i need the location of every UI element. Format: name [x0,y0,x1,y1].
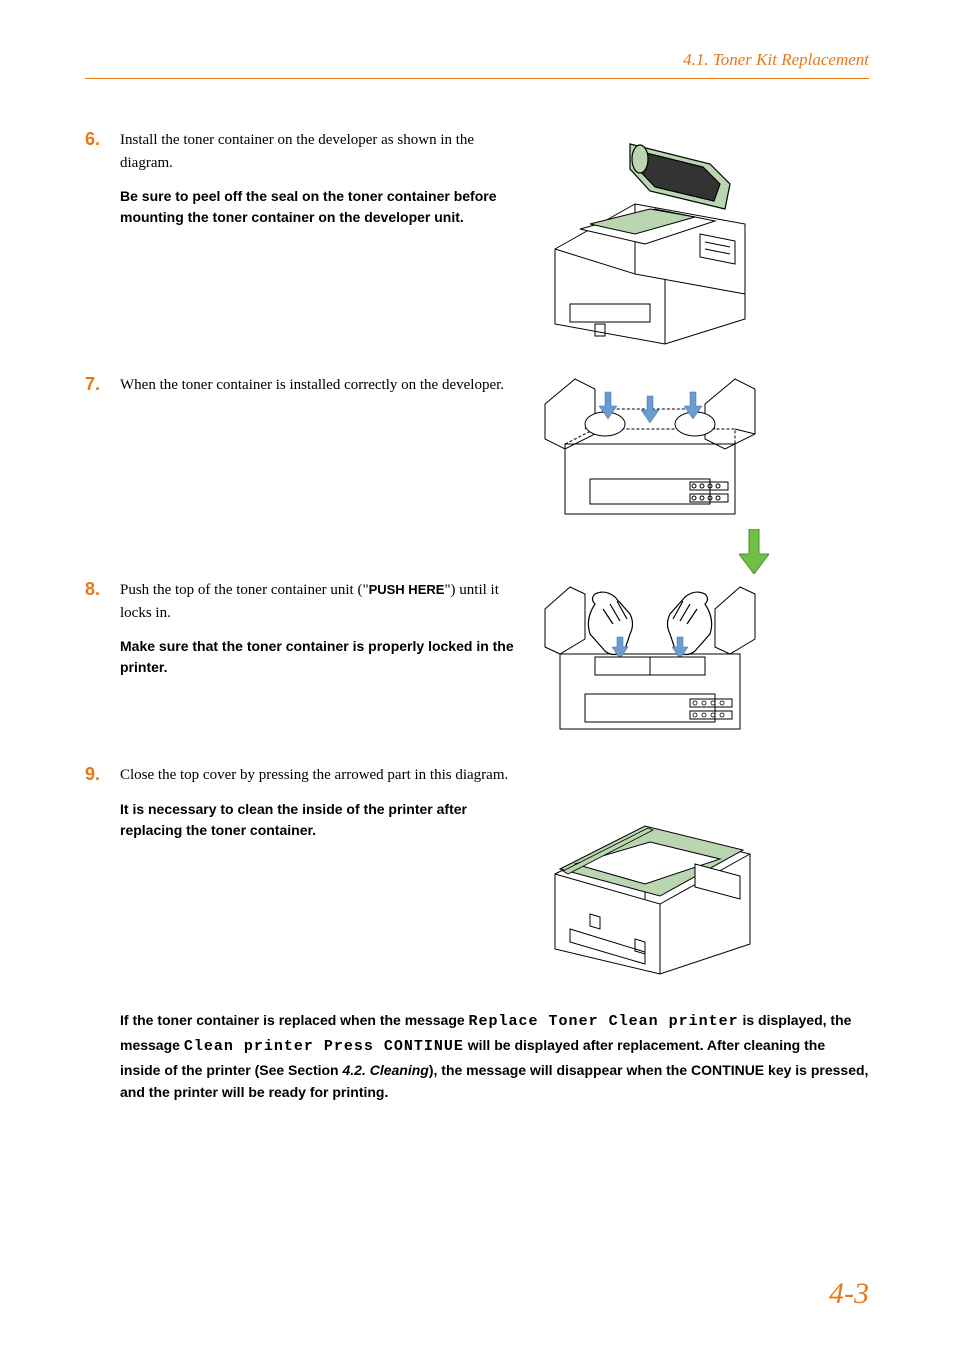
step-note: Be sure to peel off the seal on the tone… [120,186,520,228]
lcd-message: Replace Toner Clean printer [469,1013,739,1030]
lcd-message: Clean printer Press CONTINUE [184,1038,464,1055]
diagram-installed [535,374,765,524]
step-6: 6. Install the toner container on the de… [85,129,869,354]
step-number: 8. [85,579,120,600]
step-number: 6. [85,129,120,150]
step-text: Install the toner container on the devel… [120,129,520,174]
green-arrow-divider [85,529,869,574]
step-number: 9. [85,764,120,785]
section-reference: 4.2. Cleaning [342,1062,428,1078]
page-number: 4-3 [829,1277,869,1311]
diagram-install-toner [535,129,765,354]
document-page: 4.1. Toner Kit Replacement 6. Install th… [0,0,954,1351]
key-name: CONTINUE [691,1062,764,1078]
step-note: Make sure that the toner container is pr… [120,636,520,678]
arrow-down-icon [739,529,769,574]
step-note: It is necessary to clean the inside of t… [120,799,520,841]
step-text: When the toner container is installed co… [120,374,520,397]
step-number: 7. [85,374,120,395]
step-text: Push the top of the toner container unit… [120,579,520,624]
diagram-push-here [535,579,765,739]
step-9: 9. Close the top cover by pressing the a… [85,764,869,979]
step-7: 7. When the toner container is installed… [85,374,869,524]
step-text: Close the top cover by pressing the arro… [120,764,520,787]
section-header: 4.1. Toner Kit Replacement [85,50,869,79]
step-8: 8. Push the top of the toner container u… [85,579,869,739]
diagram-close-cover [535,764,765,979]
footer-note: If the toner container is replaced when … [120,1009,869,1104]
